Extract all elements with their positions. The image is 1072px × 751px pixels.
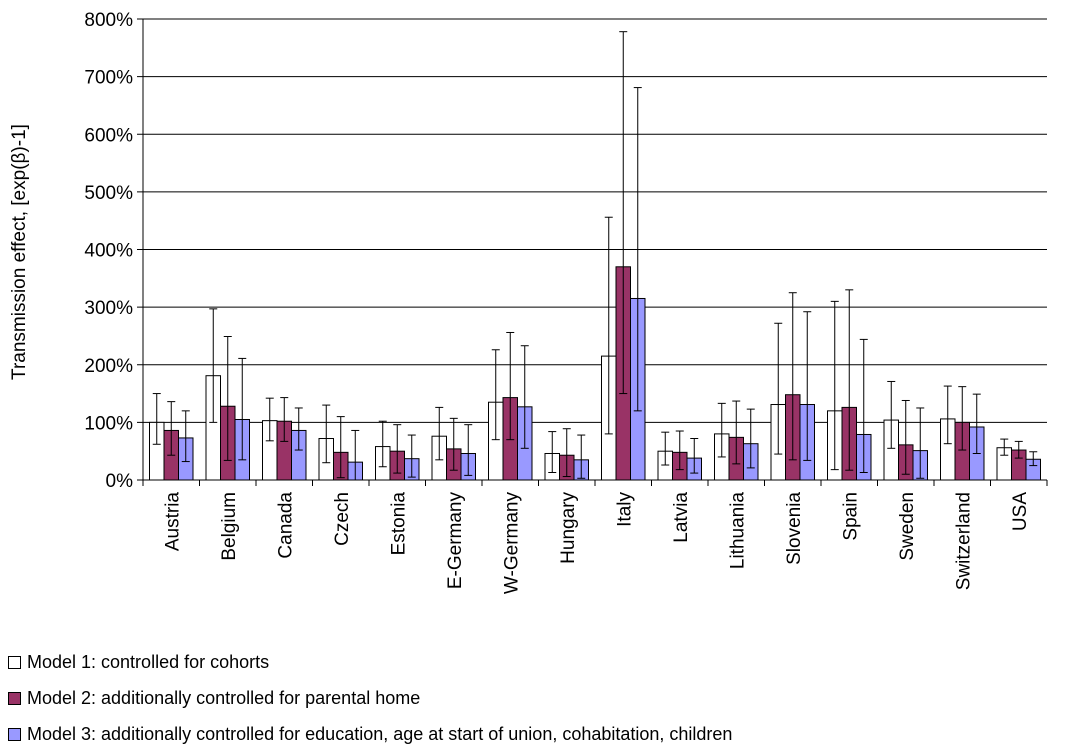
legend-label-model-1: Model 1: controlled for cohorts [27, 652, 270, 672]
x-axis: Austria Belgium Canada Czech Estonia E-German… [142, 479, 1048, 595]
x-tick-label: Lithuania [727, 492, 748, 570]
y-tick-label: 700% [84, 68, 133, 89]
x-tick-label: Hungary [558, 492, 579, 564]
y-tick-label: 100% [84, 413, 133, 434]
error-bars [152, 31, 1038, 481]
legend-swatch-model-3 [8, 728, 21, 741]
y-tick-label: 0% [106, 471, 134, 492]
x-tick-label: USA [1010, 492, 1031, 531]
x-tick-label: Belgium [219, 492, 240, 561]
x-tick-label: Sweden [897, 492, 918, 561]
legend-label-model-3: Model 3: additionally controlled for edu… [27, 724, 733, 744]
legend-swatch-model-2 [8, 692, 21, 705]
y-axis-title: Transmission effect, [exp(β)-1] [9, 124, 30, 380]
x-tick-label: W-Germany [501, 492, 522, 595]
y-tick-label: 200% [84, 356, 133, 377]
legend-label-model-2: Model 2: additionally controlled for par… [27, 688, 421, 708]
legend-item-model-3: Model 3: additionally controlled for edu… [8, 724, 732, 745]
x-tick-label: E-Germany [445, 492, 466, 590]
x-tick-label: Canada [275, 492, 296, 559]
x-tick-label: Austria [162, 492, 183, 552]
y-axis: 0% 100% 200% 300% 400% 500% 600% 700% 800% [84, 10, 144, 492]
y-tick-label: 500% [84, 183, 133, 204]
legend-swatch-model-1 [8, 656, 21, 669]
x-tick-label: Italy [614, 492, 635, 527]
x-tick-label: Estonia [388, 492, 409, 556]
x-tick-label: Slovenia [784, 492, 805, 565]
legend-item-model-2: Model 2: additionally controlled for par… [8, 688, 420, 709]
y-tick-label: 800% [84, 10, 133, 31]
y-tick-label: 600% [84, 125, 133, 146]
y-tick-label: 300% [84, 298, 133, 319]
x-tick-label: Spain [840, 492, 861, 541]
x-tick-label: Latvia [671, 492, 692, 543]
bars [149, 266, 1041, 481]
gridlines [143, 18, 1047, 423]
y-tick-label: 400% [84, 241, 133, 262]
legend-item-model-1: Model 1: controlled for cohorts [8, 652, 269, 673]
x-tick-label: Switzerland [953, 492, 974, 590]
x-tick-label: Czech [332, 492, 353, 546]
